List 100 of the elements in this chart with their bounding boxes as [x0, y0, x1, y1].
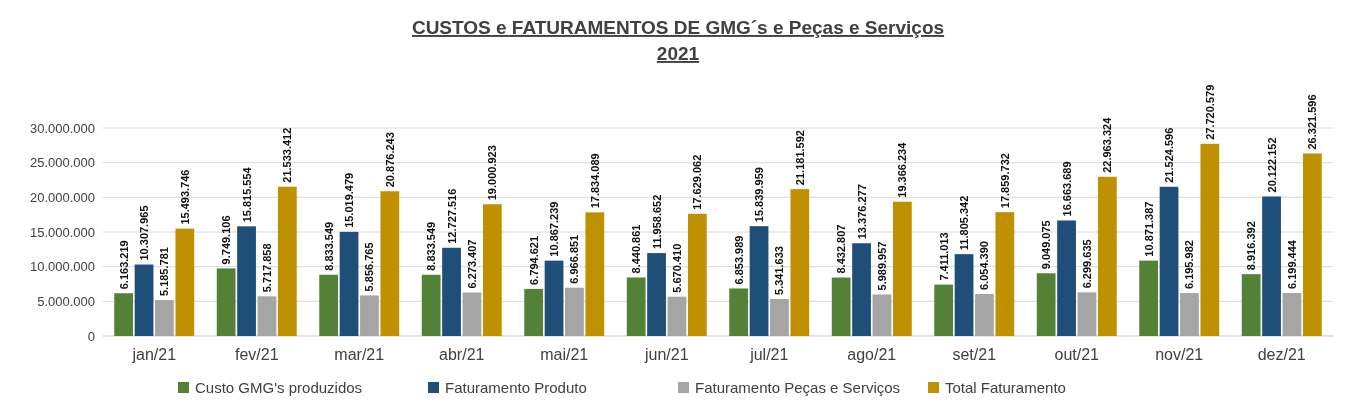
data-label: 26.321.596	[1306, 94, 1319, 150]
x-tick-label: set/21	[952, 346, 997, 363]
bar	[790, 189, 810, 336]
bar	[892, 201, 912, 336]
bar	[1200, 143, 1220, 336]
y-tick-label: 30.000.000	[29, 120, 95, 136]
data-label: 8.916.392	[1245, 221, 1258, 271]
data-label: 13.376.277	[855, 184, 868, 240]
x-tick-label: out/21	[1054, 346, 1100, 363]
bar	[114, 293, 134, 336]
data-label: 22.963.324	[1101, 116, 1114, 173]
bar	[1057, 220, 1076, 336]
y-tick-label: 10.000.000	[29, 259, 95, 275]
x-tick-label: ago/21	[847, 346, 897, 363]
bar	[216, 268, 236, 336]
data-label: 6.054.390	[978, 241, 991, 291]
bar	[482, 204, 502, 336]
data-label: 6.199.444	[1285, 239, 1298, 290]
data-label: 15.815.554	[240, 166, 253, 223]
data-label: 5.341.633	[773, 246, 786, 295]
bar	[647, 253, 666, 336]
data-label: 17.834.089	[588, 153, 601, 209]
data-label: 15.493.746	[178, 169, 191, 225]
data-label: 5.185.781	[158, 247, 171, 297]
data-label: 20.122.152	[1265, 137, 1278, 193]
bar	[770, 298, 789, 336]
bar	[852, 243, 871, 336]
bar	[934, 284, 954, 336]
data-label: 11.805.342	[958, 195, 971, 251]
bar	[1262, 196, 1281, 336]
legend-label: Faturamento Peças e Serviços	[695, 379, 901, 397]
bar	[565, 287, 584, 336]
chart-title: CUSTOS e FATURAMENTOS DE GMG´s e Peças e Serviços	[411, 17, 945, 38]
data-label: 15.839.959	[753, 167, 766, 223]
y-tick-label: 20.000.000	[29, 189, 95, 205]
y-tick-label: 0	[87, 328, 95, 344]
x-tick-label: dez/21	[1257, 346, 1306, 363]
bar	[442, 247, 461, 336]
chart-subtitle: 2021	[656, 43, 700, 64]
bar	[319, 274, 339, 336]
bar	[995, 212, 1015, 336]
data-label: 5.717.858	[260, 243, 273, 293]
bar	[237, 226, 256, 336]
data-label: 19.000.923	[486, 145, 499, 201]
x-tick-label: mai/21	[540, 346, 589, 363]
data-label: 7.411.013	[937, 232, 950, 281]
bar	[1139, 260, 1159, 336]
data-label: 6.853.989	[732, 235, 745, 285]
data-label: 21.181.592	[793, 130, 806, 186]
data-label: 27.720.579	[1203, 84, 1216, 140]
data-label: 9.049.075	[1040, 220, 1053, 270]
bar	[360, 295, 379, 336]
data-label: 5.670.410	[670, 243, 683, 293]
data-label: 17.859.732	[998, 153, 1011, 209]
data-label: 20.876.243	[383, 132, 396, 188]
bar	[954, 254, 974, 336]
x-tick-label: nov/21	[1155, 346, 1204, 363]
data-label: 5.856.765	[363, 242, 376, 292]
x-tick-label: jun/21	[643, 346, 689, 363]
bar	[155, 300, 174, 336]
data-label: 6.273.407	[465, 239, 478, 289]
data-label: 8.833.549	[425, 221, 438, 271]
data-label: 10.867.239	[548, 201, 561, 257]
bar	[1241, 274, 1261, 336]
bar	[749, 226, 769, 336]
bar	[626, 277, 646, 336]
bar	[462, 292, 482, 336]
bar	[544, 260, 564, 336]
bar	[667, 296, 687, 336]
bar	[1159, 186, 1179, 336]
bar	[585, 212, 605, 336]
data-label: 5.989.957	[875, 241, 888, 291]
legend-label: Total Faturamento	[945, 379, 1066, 397]
data-label: 21.524.596	[1163, 127, 1176, 183]
bar	[339, 231, 359, 336]
legend-label: Faturamento Produto	[445, 379, 587, 397]
y-tick-label: 15.000.000	[29, 224, 95, 240]
bar	[729, 288, 749, 336]
data-label: 6.163.219	[117, 240, 130, 290]
bar	[421, 274, 441, 336]
data-label: 9.749.106	[220, 215, 233, 265]
data-label: 16.663.689	[1060, 161, 1073, 217]
data-label: 6.966.851	[568, 234, 581, 284]
bar	[277, 186, 297, 336]
x-tick-label: fev/21	[234, 346, 279, 363]
bar	[831, 277, 851, 336]
data-label: 19.366.234	[896, 141, 909, 198]
data-label: 8.440.861	[630, 224, 643, 274]
bar	[380, 191, 400, 336]
bar	[1302, 153, 1322, 336]
data-label: 10.307.965	[138, 205, 151, 261]
data-label: 15.019.479	[343, 172, 356, 228]
bar	[1180, 293, 1199, 336]
data-label: 8.833.549	[322, 221, 335, 271]
bar	[1077, 292, 1097, 336]
bar	[1282, 293, 1302, 336]
data-label: 6.195.982	[1183, 240, 1196, 290]
bar	[687, 213, 707, 336]
data-label: 17.629.062	[691, 154, 704, 210]
x-tick-label: jul/21	[749, 346, 789, 363]
